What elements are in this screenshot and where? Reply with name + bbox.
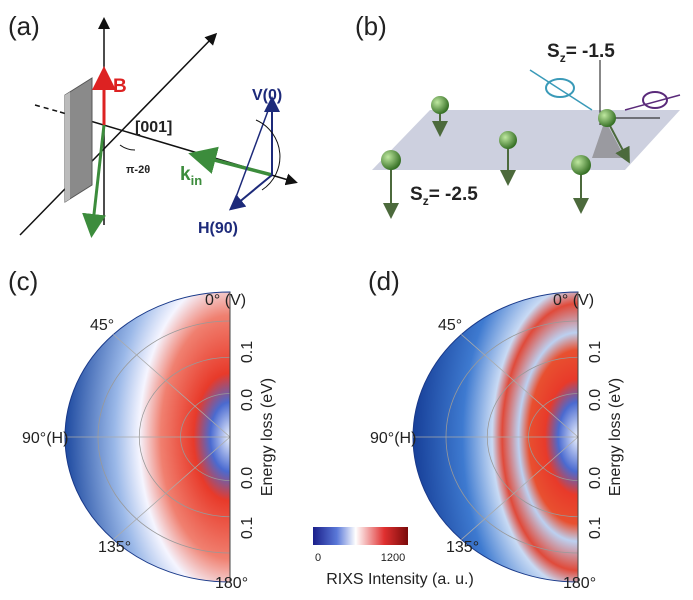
colorbar-title: RIXS Intensity (a. u.) bbox=[326, 571, 474, 588]
polar-spoke bbox=[113, 334, 231, 438]
angle-label: 0° (V) bbox=[205, 292, 246, 309]
panel-b-diagram bbox=[372, 60, 681, 219]
panel-label: (d) bbox=[368, 266, 400, 296]
energy-tick-label: 0.1 bbox=[239, 517, 256, 539]
spin-rest: = -2.5 bbox=[429, 184, 479, 205]
polar-spoke bbox=[113, 436, 231, 540]
colorbar-min: 0 bbox=[315, 552, 321, 564]
panel-label: (b) bbox=[355, 11, 387, 41]
energy-tick-label: 0.1 bbox=[239, 341, 256, 363]
spin-rest: = -1.5 bbox=[566, 41, 616, 62]
polar-plot-d bbox=[412, 291, 579, 583]
angle-label: π-2θ bbox=[126, 164, 150, 176]
energy-axis-title: Energy loss (eV) bbox=[259, 378, 276, 496]
pol-h: H(90) bbox=[198, 220, 238, 237]
field-label: B bbox=[113, 76, 127, 97]
energy-axis-title: Energy loss (eV) bbox=[607, 378, 624, 496]
energy-tick-label: 0.0 bbox=[239, 467, 256, 489]
angle-label: 135° bbox=[98, 539, 131, 556]
direction-label: [001] bbox=[135, 119, 172, 136]
polar-spoke bbox=[461, 436, 579, 540]
panel-label: (c) bbox=[8, 266, 38, 296]
angle-label: 45° bbox=[438, 317, 462, 334]
energy-tick-label: 0.0 bbox=[587, 389, 604, 411]
energy-tick-label: 0.0 bbox=[587, 467, 604, 489]
spin-main: S bbox=[410, 184, 423, 205]
angle-label: 45° bbox=[90, 317, 114, 334]
angle-label: 90°(H) bbox=[370, 430, 416, 447]
energy-tick-label: 0.1 bbox=[587, 341, 604, 363]
wavevector-sub: in bbox=[191, 173, 203, 188]
colorbar-max: 1200 bbox=[381, 552, 405, 564]
spin-main: S bbox=[547, 41, 560, 62]
energy-tick-label: 0.1 bbox=[587, 517, 604, 539]
polar-spoke bbox=[461, 334, 579, 438]
spin-sub: z bbox=[560, 51, 566, 65]
panel-label: (a) bbox=[8, 11, 40, 41]
angle-label: 0° (V) bbox=[553, 292, 594, 309]
wavevector-main: k bbox=[180, 164, 191, 185]
spin-bottom: Sz= -2.5 bbox=[410, 184, 478, 208]
polar-plot-c bbox=[64, 291, 231, 583]
pol-v: V(0) bbox=[252, 87, 282, 104]
angle-label: 90°(H) bbox=[22, 430, 68, 447]
angle-label: 180° bbox=[215, 575, 248, 592]
angle-label: 180° bbox=[563, 575, 596, 592]
wavevector-label: kin bbox=[180, 164, 202, 188]
energy-tick-label: 0.0 bbox=[239, 389, 256, 411]
spin-sub: z bbox=[423, 194, 429, 208]
panel-a-diagram bbox=[19, 17, 298, 238]
colorbar bbox=[313, 527, 408, 545]
spin-top: Sz= -1.5 bbox=[547, 41, 615, 65]
angle-label: 135° bbox=[446, 539, 479, 556]
